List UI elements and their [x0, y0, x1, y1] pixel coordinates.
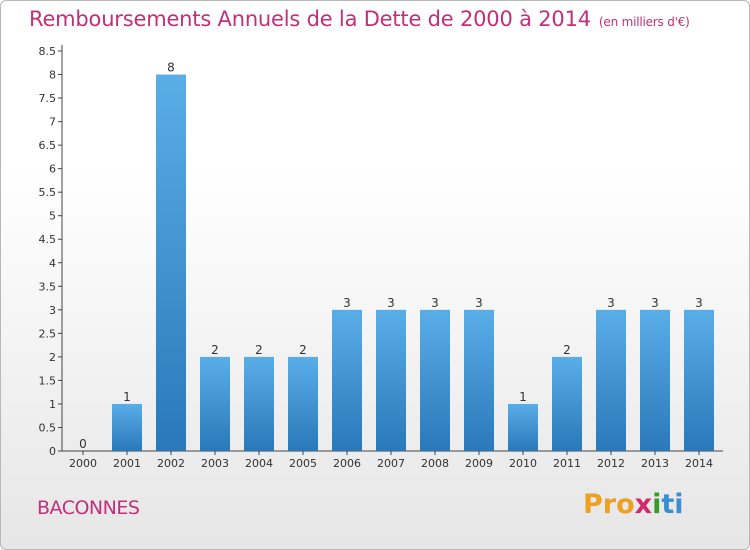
- x-tick-label: 2000: [69, 457, 97, 470]
- logo-part-4: ti: [661, 489, 684, 520]
- chart-labels: 2000 0 2001 1 2002 8 2003 2 2004 2 2005 2 2006 3 2007 3…: [69, 61, 713, 470]
- bar: [200, 356, 230, 451]
- chart-subtitle: (en milliers d'€): [598, 15, 690, 29]
- data-label: 3: [343, 296, 351, 310]
- data-label: 3: [387, 296, 395, 310]
- y-tick-label: 2: [49, 351, 56, 364]
- y-tick-label: 1.5: [39, 374, 57, 387]
- bar: [552, 356, 582, 451]
- x-tick-label: 2008: [421, 457, 449, 470]
- y-tick-label: 3: [49, 304, 56, 317]
- y-tick-label: 4.5: [39, 233, 57, 246]
- x-tick-label: 2003: [201, 457, 229, 470]
- bar: [420, 309, 450, 451]
- x-tick-label: 2002: [157, 457, 185, 470]
- data-label: 3: [607, 296, 615, 310]
- proxiti-logo[interactable]: Proxiti: [583, 489, 684, 520]
- chart-axes: 0 0.5 1 1.5 2 2.5 3 3.5 4 4.5 5 5.5 6 6.5 7 7.5 8 8.5: [39, 45, 723, 458]
- y-tick-label: 7.5: [39, 92, 57, 105]
- data-label: 2: [563, 343, 571, 357]
- data-label: 3: [431, 296, 439, 310]
- bar: [156, 74, 186, 451]
- y-tick-label: 4: [49, 257, 56, 270]
- x-tick-label: 2009: [465, 457, 493, 470]
- y-tick-label: 2.5: [39, 327, 57, 340]
- x-tick-label: 2012: [597, 457, 625, 470]
- bar: [288, 356, 318, 451]
- x-tick-label: 2005: [289, 457, 317, 470]
- bar: [508, 403, 538, 451]
- data-label: 3: [695, 296, 703, 310]
- bar: [332, 309, 362, 451]
- y-tick-label: 8: [49, 69, 56, 82]
- bar: [640, 309, 670, 451]
- x-tick-label: 2011: [553, 457, 581, 470]
- y-tick-label: 3.5: [39, 280, 57, 293]
- y-tick-label: 5: [49, 210, 56, 223]
- x-tick-label: 2001: [113, 457, 141, 470]
- logo-part-1: Pro: [583, 489, 635, 520]
- bar: [684, 309, 714, 451]
- chart-bars: [112, 74, 714, 451]
- x-tick-label: 2013: [641, 457, 669, 470]
- bar: [464, 309, 494, 451]
- x-tick-label: 2014: [685, 457, 713, 470]
- data-label: 8: [167, 61, 175, 75]
- x-tick-label: 2004: [245, 457, 273, 470]
- y-tick-label: 0.5: [39, 421, 57, 434]
- x-tick-label: 2007: [377, 457, 405, 470]
- y-tick-label: 0: [49, 445, 56, 458]
- commune-name: BACONNES: [37, 497, 140, 519]
- data-label: 0: [79, 437, 87, 451]
- x-tick-label: 2010: [509, 457, 537, 470]
- bar: [596, 309, 626, 451]
- y-tick-label: 5.5: [39, 186, 57, 199]
- title-text: Remboursements Annuels de la Dette de 20…: [29, 7, 591, 31]
- data-label: 1: [123, 390, 131, 404]
- y-tick-label: 7: [49, 116, 56, 129]
- data-label: 3: [651, 296, 659, 310]
- bar: [376, 309, 406, 451]
- data-label: 2: [299, 343, 307, 357]
- y-tick-label: 6.5: [39, 139, 57, 152]
- data-label: 3: [475, 296, 483, 310]
- x-tick-label: 2006: [333, 457, 361, 470]
- data-label: 1: [519, 390, 527, 404]
- logo-part-2: x: [634, 489, 653, 520]
- bar: [244, 356, 274, 451]
- y-tick-label: 1: [49, 398, 56, 411]
- logo-part-3: i: [652, 489, 662, 520]
- data-label: 2: [255, 343, 263, 357]
- chart-title: Remboursements Annuels de la Dette de 20…: [29, 7, 690, 31]
- bar: [112, 403, 142, 451]
- y-tick-label: 8.5: [39, 45, 57, 58]
- data-label: 2: [211, 343, 219, 357]
- y-tick-label: 6: [49, 163, 56, 176]
